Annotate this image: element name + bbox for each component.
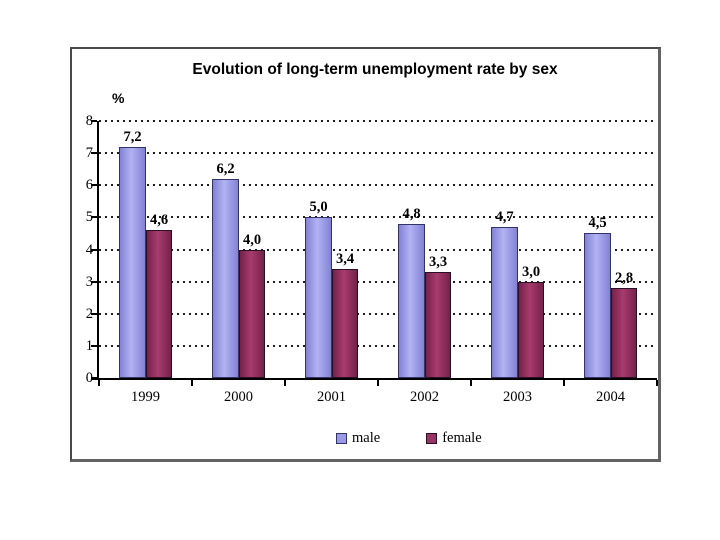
- plot-area: 7,2 4,6 6,2 4,0 5,0 3,4 4,8 3,3 4,7 3,0 4,5 2,8: [91, 120, 658, 386]
- legend-swatch-male: [336, 433, 347, 444]
- x-tick: [377, 380, 379, 386]
- gridline: [99, 344, 657, 347]
- chart-frame: Evolution of long-term unemployment rate…: [70, 47, 661, 462]
- bar-value-label: 4,7: [495, 209, 514, 226]
- bar-group: 5,0 3,4: [285, 121, 378, 378]
- bar-value-label: 2,8: [614, 270, 634, 287]
- bar-value-label: 4,5: [588, 215, 607, 232]
- y-axis-label: 2: [85, 305, 93, 322]
- legend-label-female: female: [442, 430, 482, 446]
- x-axis-labels: 1999 2000 2001 2002 2003 2004: [99, 389, 657, 409]
- legend-swatch-female: [426, 433, 438, 444]
- legend: male female: [336, 430, 482, 447]
- y-axis-label: 8: [85, 113, 93, 129]
- bar-value-label: 4,8: [402, 205, 421, 222]
- y-tick: [91, 344, 97, 347]
- gridline: [99, 280, 657, 283]
- y-tick: [91, 184, 97, 187]
- gridline: [99, 248, 657, 251]
- bar-male: [305, 217, 332, 378]
- bar-female: [146, 230, 172, 378]
- gridline: [99, 312, 657, 315]
- bar-value-label: 3,0: [521, 263, 541, 280]
- y-axis-label: 5: [85, 209, 93, 226]
- x-tick: [284, 380, 286, 386]
- y-tick: [91, 216, 97, 219]
- y-tick: [91, 280, 97, 283]
- bar-value-label: 4,6: [149, 212, 169, 229]
- bar-male: [212, 178, 239, 378]
- bar-value-label: 6,2: [216, 160, 235, 177]
- y-tick: [91, 120, 97, 122]
- bar-female: [518, 281, 544, 378]
- y-axis-unit-label: %: [112, 90, 125, 106]
- legend-label-male: male: [352, 430, 381, 446]
- x-axis-line: [92, 378, 657, 380]
- gridline: [99, 120, 657, 122]
- bar-male: [491, 227, 518, 378]
- x-axis-label: 2003: [503, 389, 532, 405]
- legend-entry-female: female: [426, 430, 482, 447]
- bar-value-label: 5,0: [309, 199, 328, 216]
- y-axis-label: 6: [85, 177, 93, 194]
- x-tick: [470, 380, 472, 386]
- x-axis-label: 1999: [131, 389, 160, 405]
- bar-value-label: 7,2: [123, 128, 142, 145]
- x-tick: [563, 380, 565, 386]
- bar-female: [425, 272, 451, 378]
- bar-female: [332, 268, 358, 378]
- bar-value-label: 4,0: [242, 231, 262, 248]
- bar-male: [119, 146, 146, 378]
- x-axis-label: 2004: [596, 389, 625, 405]
- bar-group: 6,2 4,0: [192, 121, 285, 378]
- y-axis-label: 1: [85, 337, 93, 354]
- bar-female: [611, 288, 637, 378]
- y-tick: [91, 248, 97, 251]
- bar-male: [398, 223, 425, 378]
- bar-male: [584, 233, 611, 378]
- y-axis-line: [97, 121, 99, 380]
- bar-female: [239, 249, 265, 378]
- bar-value-label: 3,4: [335, 250, 355, 267]
- bar-group: 4,7 3,0: [471, 121, 564, 378]
- chart-title: Evolution of long-term unemployment rate…: [192, 61, 558, 78]
- bar-group: 4,8 3,3: [378, 121, 471, 378]
- y-axis-label: 7: [85, 145, 93, 162]
- y-axis-label: 4: [85, 241, 93, 258]
- bar-group: 7,2 4,6: [99, 121, 192, 378]
- y-tick: [91, 312, 97, 315]
- x-axis-label: 2002: [410, 389, 439, 405]
- x-tick: [656, 380, 658, 386]
- y-axis-label: 0: [85, 370, 93, 386]
- legend-entry-male: male: [336, 430, 380, 447]
- bar-group: 4,5 2,8: [564, 121, 657, 378]
- gridline: [99, 184, 657, 187]
- x-axis-label: 2001: [317, 389, 346, 405]
- x-tick: [98, 380, 100, 386]
- bar-value-label: 3,3: [428, 254, 448, 270]
- x-axis-label: 2000: [224, 389, 253, 405]
- x-tick: [191, 380, 193, 386]
- y-tick: [91, 377, 97, 379]
- y-tick: [91, 152, 97, 155]
- gridline: [99, 152, 657, 155]
- gridline: [99, 216, 657, 219]
- y-axis-label: 3: [85, 273, 93, 290]
